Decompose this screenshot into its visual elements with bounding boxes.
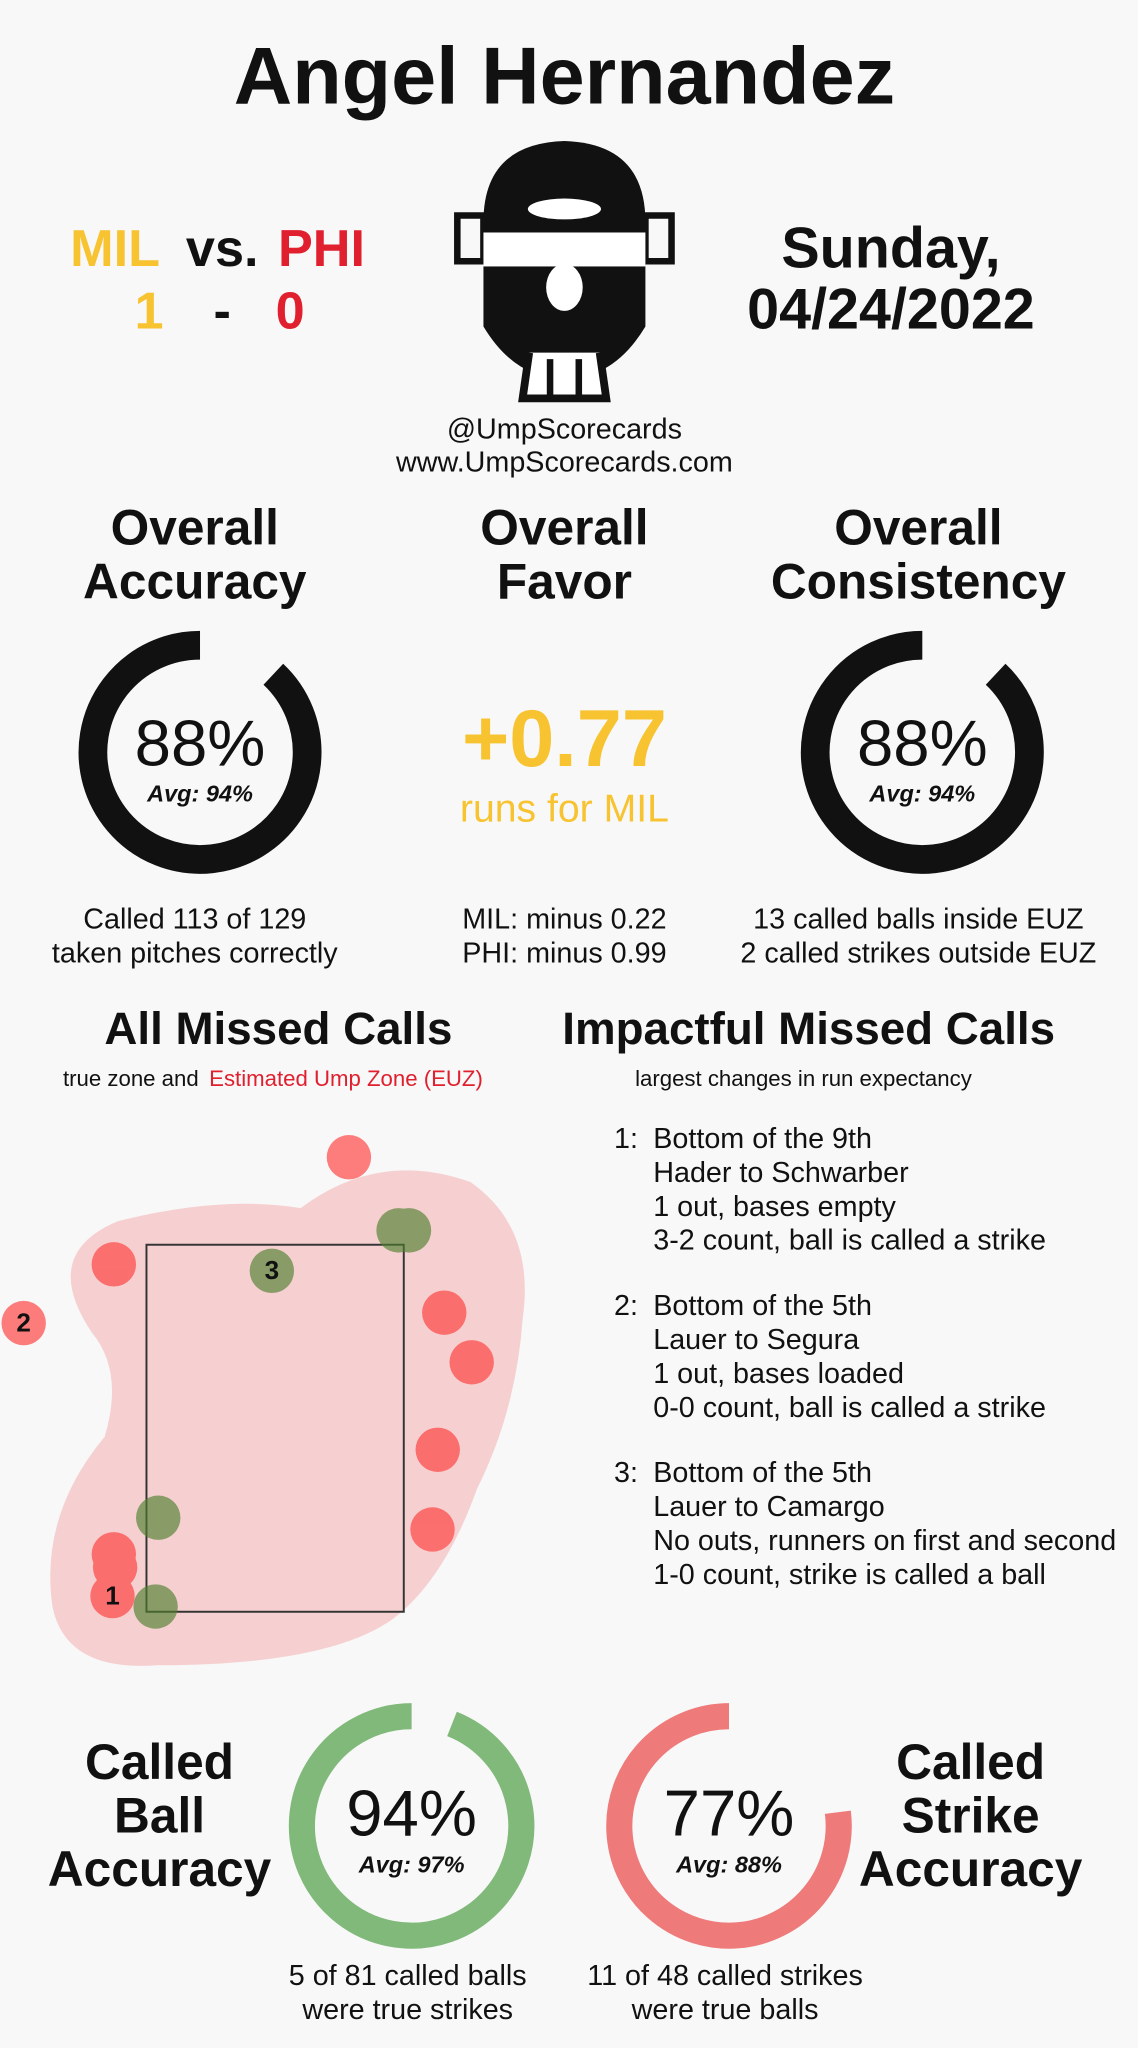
umpire-name: Angel Hernandez xyxy=(234,32,895,122)
section-title: Overall xyxy=(834,500,1002,556)
home-team: PHI xyxy=(278,220,365,278)
item-line: Lauer to Camargo xyxy=(653,1491,884,1523)
favor-unit: runs for MIL xyxy=(460,787,669,830)
detail: Called 113 of 129 xyxy=(83,903,306,935)
strike-accuracy-ring xyxy=(606,1703,852,1949)
detail: 5 of 81 called balls xyxy=(289,1960,527,1992)
subtitle: true zone and xyxy=(63,1066,199,1091)
website: www.UmpScorecards.com xyxy=(395,446,733,478)
away-team: MIL xyxy=(70,220,160,278)
away-score: 1 xyxy=(135,283,164,341)
score-dash: - xyxy=(214,283,231,341)
section-title: Consistency xyxy=(771,553,1066,609)
item-line: No outs, runners on first and second xyxy=(653,1525,1116,1557)
detail: 11 of 48 called strikes xyxy=(587,1960,863,1992)
item-line: 1-0 count, strike is called a ball xyxy=(653,1559,1046,1591)
ball-accuracy-avg: Avg: 97% xyxy=(358,1852,465,1878)
consistency-ring xyxy=(800,630,1044,874)
plot-label: 3 xyxy=(265,1255,280,1285)
strike-accuracy-value: 77% xyxy=(664,1776,795,1849)
section-title: Strike xyxy=(902,1788,1040,1844)
ball-accuracy-ring xyxy=(288,1703,535,1949)
detail: were true balls xyxy=(631,1994,819,2026)
detail: were true strikes xyxy=(301,1994,513,2026)
missed-calls-plot xyxy=(1,1135,525,1666)
consistency-avg: Avg: 94% xyxy=(868,781,975,807)
section-title: Favor xyxy=(497,553,632,609)
item-number: 2: xyxy=(614,1290,638,1322)
strike-accuracy-avg: Avg: 88% xyxy=(675,1852,782,1878)
vs: vs. xyxy=(186,220,259,278)
accuracy-ring xyxy=(78,630,322,874)
accuracy-value: 88% xyxy=(135,707,266,780)
item-line: Lauer to Segura xyxy=(653,1324,859,1356)
section-title: All Missed Calls xyxy=(104,1003,452,1054)
umpire-mask-icon xyxy=(454,141,675,403)
detail: PHI: minus 0.99 xyxy=(462,937,666,969)
section-title: Accuracy xyxy=(48,1841,272,1897)
item-line: Bottom of the 5th xyxy=(653,1290,872,1322)
item-line: 1 out, bases empty xyxy=(653,1191,896,1223)
accuracy-avg: Avg: 94% xyxy=(146,781,253,807)
section-title: Overall xyxy=(111,500,279,556)
section-title: Accuracy xyxy=(859,1841,1083,1897)
item-line: 0-0 count, ball is called a strike xyxy=(653,1392,1046,1424)
plot-label: 2 xyxy=(16,1307,31,1337)
date-line2: 04/24/2022 xyxy=(747,278,1035,342)
section-title: Overall xyxy=(480,500,648,556)
detail: MIL: minus 0.22 xyxy=(462,903,666,935)
subtitle-highlight: Estimated Ump Zone (EUZ) xyxy=(209,1066,483,1091)
item-line: Bottom of the 9th xyxy=(653,1123,872,1155)
ball-accuracy-value: 94% xyxy=(346,1776,477,1849)
item-line: 3-2 count, ball is called a strike xyxy=(653,1225,1046,1257)
detail: taken pitches correctly xyxy=(52,937,338,969)
home-score: 0 xyxy=(276,283,305,341)
section-title: Ball xyxy=(114,1788,205,1844)
consistency-value: 88% xyxy=(857,707,988,780)
item-number: 3: xyxy=(614,1457,638,1489)
item-number: 1: xyxy=(614,1123,638,1155)
detail: 13 called balls inside EUZ xyxy=(753,903,1083,935)
handle: @UmpScorecards xyxy=(447,414,682,446)
detail: 2 called strikes outside EUZ xyxy=(740,937,1096,969)
section-title: Called xyxy=(896,1734,1045,1790)
favor-value: +0.77 xyxy=(462,694,667,784)
subtitle: largest changes in run expectancy xyxy=(635,1066,973,1091)
section-title: Accuracy xyxy=(83,553,307,609)
section-title: Impactful Missed Calls xyxy=(562,1003,1055,1054)
plot-label: 1 xyxy=(105,1580,120,1610)
date-line1: Sunday, xyxy=(781,216,1000,280)
item-line: 1 out, bases loaded xyxy=(653,1358,904,1390)
item-line: Hader to Schwarber xyxy=(653,1157,909,1189)
section-title: Called xyxy=(85,1734,234,1790)
item-line: Bottom of the 5th xyxy=(653,1457,872,1489)
